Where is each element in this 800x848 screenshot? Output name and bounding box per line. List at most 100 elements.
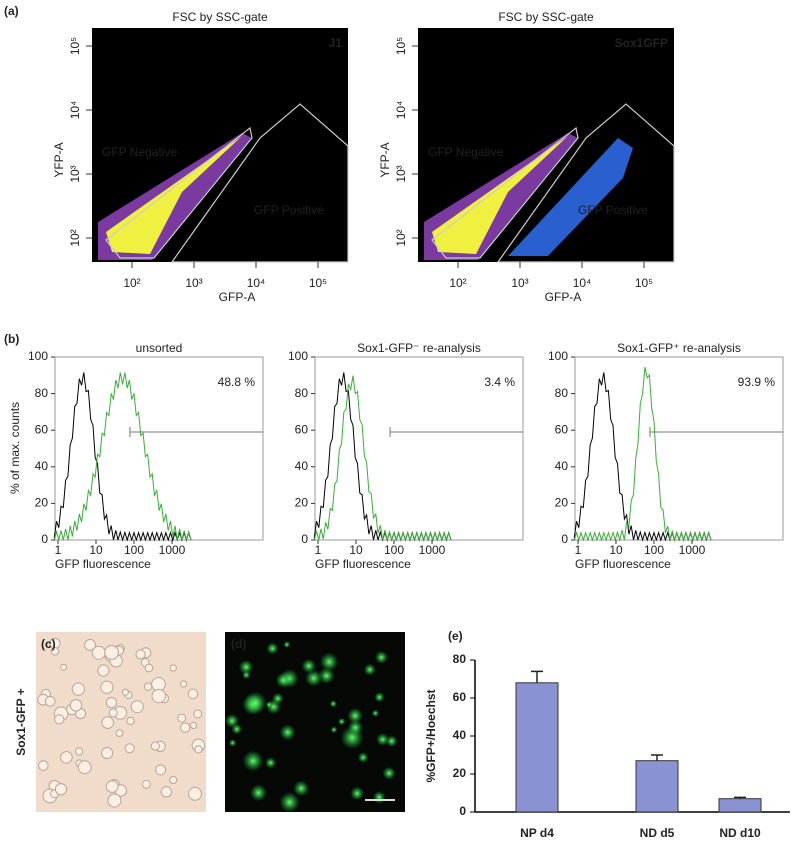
cell	[293, 780, 310, 797]
plot-title: Sox1-GFP⁺ re-analysis	[617, 341, 741, 355]
histogram	[313, 372, 452, 542]
plot-title: FSC by SSC-gate	[172, 10, 268, 24]
cell	[228, 738, 237, 747]
y-tick-label: 20	[35, 496, 49, 510]
bar	[515, 682, 559, 813]
cell	[143, 682, 153, 691]
x-axis-label: GFP fluorescence	[315, 557, 411, 571]
y-axis-label: % of max. counts	[8, 402, 22, 494]
photo	[225, 632, 405, 812]
gate-label: GFP Negative	[102, 145, 177, 159]
cell	[372, 790, 386, 804]
panel-label: (e)	[448, 629, 463, 643]
cell	[150, 741, 160, 751]
y-tick-label: 100	[548, 349, 568, 363]
cell	[177, 713, 187, 723]
y-tick-label: 20	[555, 496, 569, 510]
panel-label: (b)	[4, 332, 19, 346]
gate-label: GFP Negative	[428, 145, 503, 159]
cell	[194, 745, 203, 754]
x-tick-label: 1	[55, 543, 62, 557]
bar	[635, 760, 679, 813]
y-tick-label: 40	[295, 459, 309, 473]
y-tick-label: 10⁵	[68, 37, 82, 55]
histogram	[53, 372, 192, 541]
cell	[279, 724, 296, 741]
bar	[718, 798, 762, 813]
x-tick-label: 10⁵	[635, 276, 653, 290]
y-tick-label: 100	[28, 349, 48, 363]
gate-label: GFP Positive	[578, 203, 648, 217]
cell	[275, 672, 291, 688]
x-tick-label: 10²	[449, 276, 466, 290]
y-tick-label: 10⁴	[394, 101, 408, 120]
figure-content: (a) FSC by SSC-gate J1 GFP Negative GFP Posi…	[4, 4, 790, 840]
cell	[347, 719, 364, 736]
x-axis-label: GFP fluorescence	[55, 557, 151, 571]
cell	[135, 649, 146, 660]
cell	[84, 638, 96, 651]
y-tick-label: 20	[295, 496, 309, 510]
cell	[318, 667, 335, 685]
cell	[60, 751, 73, 764]
cell	[179, 722, 191, 733]
cell	[242, 750, 264, 772]
cell	[347, 707, 364, 724]
gate	[105, 126, 253, 259]
cell	[75, 747, 84, 756]
y-tick-label: 0	[301, 532, 308, 546]
cell	[54, 783, 68, 796]
cell	[319, 652, 339, 672]
cell	[107, 793, 122, 808]
cell	[169, 775, 178, 785]
y-axis-label: YFP-A	[378, 142, 392, 177]
y-tick-label: 100	[288, 349, 308, 363]
cell	[77, 760, 92, 775]
x-tick-label: 100	[124, 543, 144, 557]
cell	[124, 743, 135, 754]
cell	[151, 688, 166, 704]
cell	[105, 696, 118, 709]
cell	[374, 691, 385, 703]
percent: 48.8 %	[218, 375, 256, 389]
cell	[160, 786, 173, 798]
y-tick-label: 60	[555, 422, 569, 436]
x-axis-label: GFP fluorescence	[575, 557, 671, 571]
y-tick-label: 80	[555, 386, 569, 400]
plot-title: Sox1-GFP⁻ re-analysis	[357, 341, 481, 355]
cell	[238, 659, 254, 675]
x-tick-label: 10²	[123, 276, 140, 290]
cell	[105, 780, 119, 793]
y-axis-label: YFP-A	[52, 142, 66, 177]
x-tick-label: 10³	[511, 276, 528, 290]
cell	[101, 716, 114, 729]
scatter-cloud	[508, 138, 633, 256]
x-tick-label: 10⁴	[573, 276, 592, 290]
cell	[144, 663, 154, 673]
y-tick-label: 80	[453, 652, 467, 666]
cell	[97, 664, 110, 677]
cell	[305, 669, 323, 687]
plot-title: unsorted	[136, 341, 183, 355]
y-tick-label: 10³	[68, 165, 82, 182]
cell	[60, 663, 68, 671]
cell	[249, 784, 268, 802]
percent: 3.4 %	[484, 375, 515, 389]
cell	[266, 642, 279, 655]
x-axis-label: GFP-A	[545, 290, 582, 304]
y-tick-label: 10²	[394, 229, 408, 246]
cell	[224, 713, 240, 728]
x-tick-label: 1000	[679, 543, 706, 557]
cell	[104, 645, 119, 660]
histogram	[313, 375, 452, 542]
scatter-cloud	[432, 136, 568, 254]
x-tick-label: 1	[315, 543, 322, 557]
x-tick-label: 10	[349, 543, 363, 557]
x-tick-label: 1	[575, 543, 582, 557]
y-tick-label: 80	[295, 386, 309, 400]
x-tick-label: 100	[384, 543, 404, 557]
y-tick-label: 10³	[394, 165, 408, 182]
histogram	[573, 366, 712, 542]
gate	[170, 103, 349, 263]
